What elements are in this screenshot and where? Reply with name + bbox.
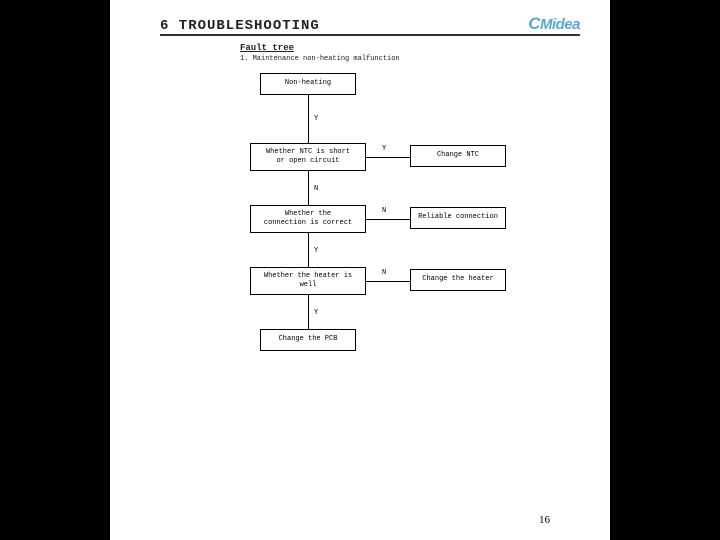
flow-edge	[366, 219, 410, 220]
flow-node: Whether theconnection is correct	[250, 205, 366, 233]
flow-edge-label: N	[314, 185, 318, 193]
flow-node: Reliable connection	[410, 207, 506, 229]
brand-rest: Midea	[540, 16, 580, 33]
flow-edge-label: Y	[314, 247, 318, 255]
flow-edge	[308, 233, 309, 267]
flow-edge-label: N	[382, 269, 386, 277]
brand-prefix: C	[528, 14, 540, 33]
flow-edge	[366, 281, 410, 282]
flow-node: Whether NTC is shortor open circuit	[250, 143, 366, 171]
flow-edge	[366, 157, 410, 158]
flow-edge	[308, 295, 309, 329]
flow-edge-label: N	[382, 207, 386, 215]
flow-edge	[308, 171, 309, 205]
flow-edge-label: Y	[382, 145, 386, 153]
flow-edge	[308, 95, 309, 143]
brand-logo: CMidea	[528, 14, 580, 34]
fault-tree-subtitle: 1. Maintenance non-heating malfunction	[240, 55, 400, 63]
page-number: 16	[539, 514, 550, 526]
flow-node: Change the PCB	[260, 329, 356, 351]
flow-node: Non-heating	[260, 73, 356, 95]
flow-edge-label: Y	[314, 309, 318, 317]
page-header: 6 TROUBLESHOOTING CMidea	[160, 12, 580, 36]
flow-edge-label: Y	[314, 115, 318, 123]
document-page: 6 TROUBLESHOOTING CMidea Fault tree 1. M…	[110, 0, 610, 540]
flow-node: Change the heater	[410, 269, 506, 291]
flowchart-area: Non-heating Whether NTC is shortor open c…	[110, 65, 610, 425]
section-title: 6 TROUBLESHOOTING	[160, 18, 320, 34]
flow-node: Whether the heater iswell	[250, 267, 366, 295]
fault-tree-title: Fault tree	[240, 43, 294, 53]
flow-node: Change NTC	[410, 145, 506, 167]
